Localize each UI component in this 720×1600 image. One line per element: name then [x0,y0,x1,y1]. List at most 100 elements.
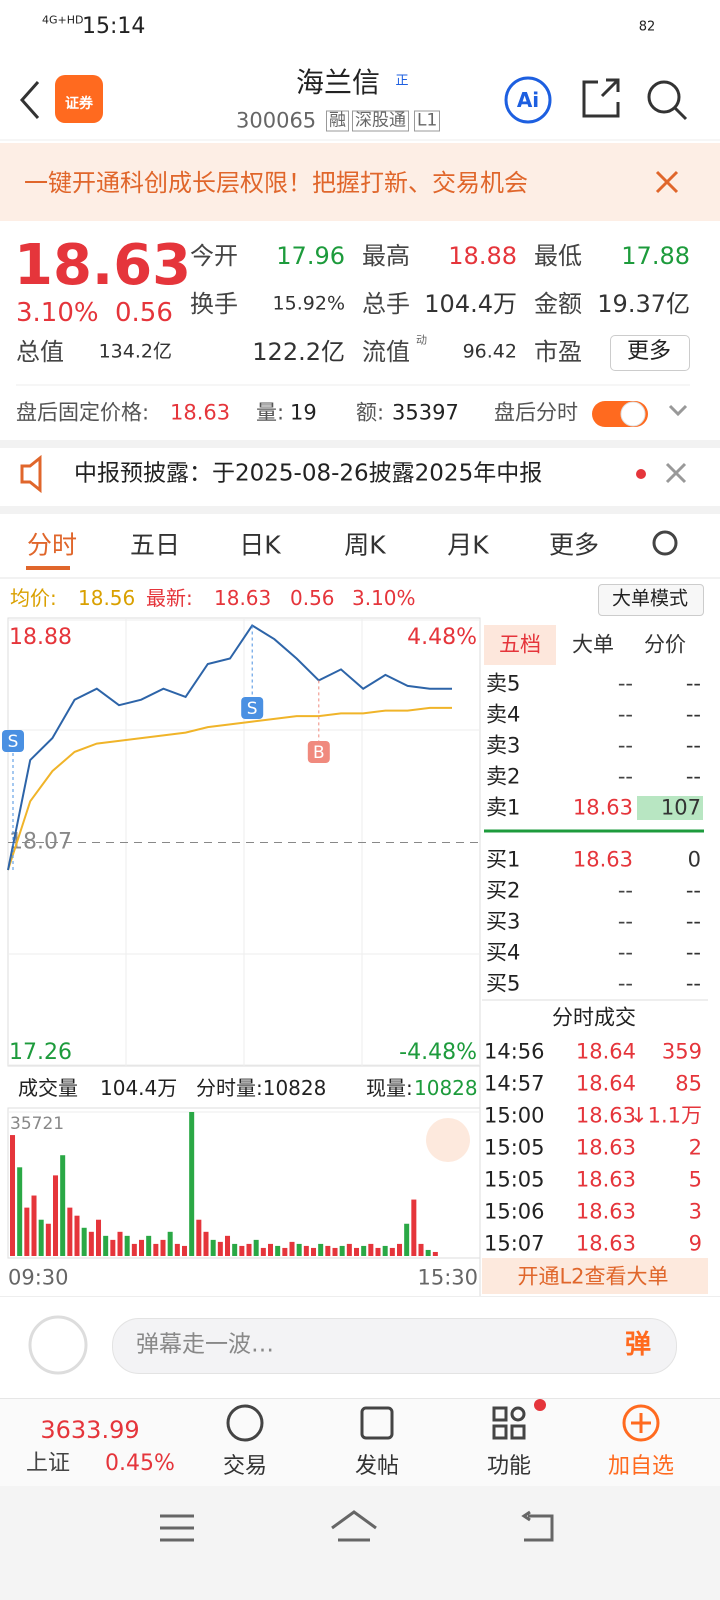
book-volume: -- [685,878,701,903]
trade-icon[interactable] [226,1404,264,1442]
marker: B [313,743,325,763]
volume-bar [404,1223,410,1256]
back-key[interactable] [521,1510,554,1542]
trade-time: 15:05 [484,1167,545,1192]
change: 0.56 [290,586,335,610]
ah-label: 额: [356,400,385,425]
volume-bar [167,1231,173,1256]
marker: S [8,732,19,752]
book-price: -- [617,971,633,996]
ai-icon[interactable] [504,76,552,124]
volume-bar [81,1227,87,1256]
notice-text[interactable]: 中报预披露：于2025-08-26披露2025年中报 [74,460,543,487]
marker-box [241,697,264,719]
index-change: 0.45% [105,1451,175,1476]
post-icon[interactable] [360,1406,394,1440]
tab[interactable]: 日K [239,530,281,560]
stat-label: 总值 [16,338,64,366]
trade-price: 18.63 [575,1199,636,1224]
marker: S [247,699,258,719]
ah-chart-label[interactable]: 盘后分时 [494,400,578,425]
change: 0.56 [115,298,173,328]
tag: 融 [326,110,349,132]
close-banner[interactable] [655,170,679,194]
volume-bar [303,1245,309,1256]
tab[interactable]: 更多 [548,530,600,560]
banner-text[interactable]: 一键开通科创成长层权限！把握打新、交易机会 [24,169,528,197]
barrage-icon[interactable] [28,1315,88,1375]
expand-chart[interactable] [426,1118,470,1162]
volume-bar [289,1241,295,1256]
toggle-knob[interactable] [620,401,646,427]
home-key[interactable] [331,1510,377,1542]
more-button[interactable] [610,335,690,371]
func-icon[interactable] [492,1406,508,1422]
comment-placeholder[interactable]: 弹幕走一波… [136,1331,274,1358]
tab[interactable]: 分时 [26,530,78,560]
volume-bar [311,1247,317,1256]
trade-volume: 359 [661,1039,702,1064]
tab[interactable]: 月K [447,530,489,560]
back-icon[interactable] [19,81,40,119]
book-tab[interactable]: 五档 [499,632,541,657]
promo-bg[interactable] [482,1258,708,1294]
book-volume: -- [685,733,701,758]
search-icon[interactable] [647,80,681,114]
ai-label[interactable]: Ai [516,88,540,112]
volume-bar [45,1223,51,1256]
nav-item[interactable]: 发帖 [354,1454,400,1479]
trade-time: 15:00 [484,1103,545,1128]
add-icon[interactable] [622,1404,660,1442]
volume-bar [139,1239,145,1256]
bottom-nav [0,1398,720,1487]
volume-bar [282,1247,288,1256]
volume-bar [361,1245,367,1256]
barrage-button[interactable]: 弹 [624,1330,652,1360]
volume-bar [425,1249,431,1256]
mode-label[interactable]: 大单模式 [611,587,689,610]
volume-bar [88,1231,94,1256]
vol-label[interactable]: 成交量 [18,1076,78,1100]
settings-icon[interactable] [652,530,678,556]
y-tick-label: 18.88 [9,625,72,650]
tab[interactable]: 周K [344,530,386,560]
tab[interactable]: 五日 [129,530,181,560]
trade-time: 15:06 [484,1199,545,1224]
stat-label: 最低 [534,242,582,270]
network: 4G+HD [42,13,84,27]
close-notice[interactable] [665,462,687,484]
marker-box [307,741,330,763]
volume-bar [325,1245,331,1256]
volume-bar [389,1247,395,1256]
volume-bar [117,1231,123,1256]
mode-button[interactable] [598,584,704,616]
badge-dot [534,1399,546,1411]
nav-item[interactable]: 交易 [222,1454,268,1479]
comment-input[interactable] [112,1318,677,1374]
book-price: 18.63 [572,847,633,872]
stock-code: 300065 [236,108,317,133]
book-price: -- [617,671,633,696]
ah-label: 盘后固定价格: [16,400,150,425]
book-tab[interactable]: 大单 [572,632,614,657]
trades-title[interactable]: 分时成交 [552,1005,636,1030]
more-label[interactable]: 更多 [626,339,672,364]
stat-value: 19.37亿 [597,290,690,318]
share-icon[interactable] [582,78,620,118]
ah-label: 量: [256,400,285,425]
nav-item[interactable]: 加自选 [607,1454,675,1479]
stat-sup: 动 [416,333,427,347]
time: 15:14 [82,14,146,39]
stat-label: 换手 [190,290,238,318]
volume-bar [53,1175,59,1256]
promo[interactable]: 开通L2查看大单 [517,1264,669,1289]
speaker-icon [20,454,42,494]
index-value[interactable]: 3633.99 [40,1416,140,1444]
book-tab[interactable]: 分价 [644,632,686,657]
banner[interactable] [0,143,720,221]
expand-icon[interactable] [668,404,688,417]
volume-bar [189,1112,195,1256]
menu-key[interactable] [160,1514,194,1542]
nav-item[interactable]: 功能 [486,1454,532,1479]
stat-value: 17.88 [621,242,690,270]
